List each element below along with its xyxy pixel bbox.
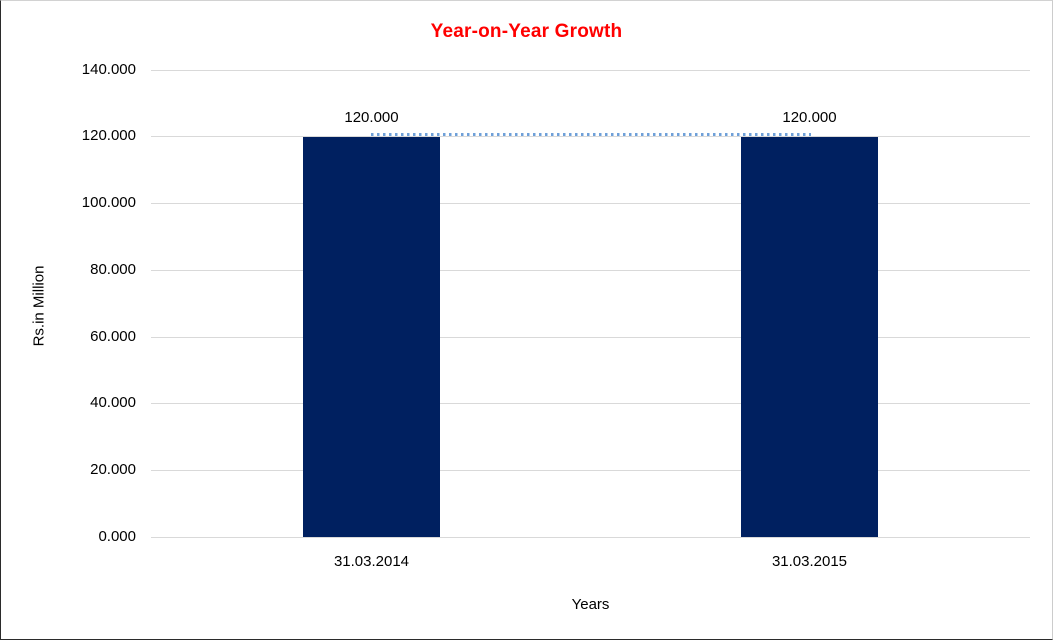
x-axis-title: Years xyxy=(571,596,610,613)
y-tick-label: 20.000 xyxy=(90,461,136,478)
y-tick-label: 80.000 xyxy=(90,261,136,278)
y-tick-label: 60.000 xyxy=(90,328,136,345)
y-tick-label: 120.000 xyxy=(81,127,136,144)
y-tick-label: 100.000 xyxy=(81,194,136,211)
y-tick-label: 40.000 xyxy=(90,394,136,411)
data-label: 120.000 xyxy=(344,109,399,126)
x-tick-label: 31.03.2014 xyxy=(333,553,410,570)
x-tick-label: 31.03.2015 xyxy=(771,553,848,570)
gridline-40 xyxy=(151,403,1030,404)
y-tick-label: 0.000 xyxy=(98,528,136,545)
gridline-80 xyxy=(151,270,1030,271)
x-axis-line xyxy=(151,537,1030,538)
bar-31-03-2014 xyxy=(303,137,440,537)
data-label: 120.000 xyxy=(782,109,837,126)
chart-title: Year-on-Year Growth xyxy=(430,21,623,42)
gridline-20 xyxy=(151,470,1030,471)
gridline-140 xyxy=(151,70,1030,71)
gridline-60 xyxy=(151,337,1030,338)
gridline-100 xyxy=(151,203,1030,204)
bar-31-03-2015 xyxy=(741,137,878,537)
trendline-dotted xyxy=(371,133,811,136)
gridline-120 xyxy=(151,136,1030,137)
y-tick-label: 140.000 xyxy=(81,61,136,78)
